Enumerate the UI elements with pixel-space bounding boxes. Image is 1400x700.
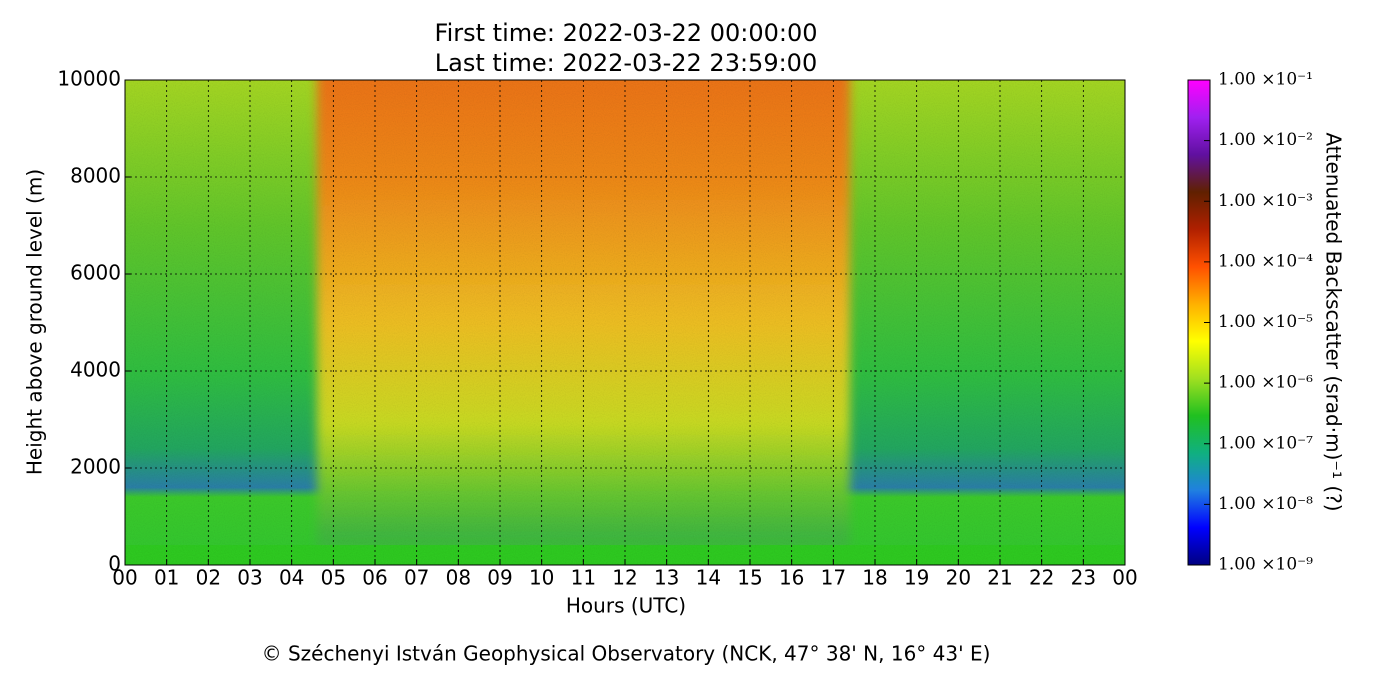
- x-axis-label: Hours (UTC): [566, 594, 686, 618]
- y-tick-label: 10000: [57, 67, 121, 91]
- x-tick-label: 13: [654, 566, 679, 590]
- colorbar-tick-label: 1.00 ×10⁻⁹: [1218, 555, 1313, 575]
- y-tick-label: 4000: [70, 358, 121, 382]
- x-tick-label: 00: [112, 566, 137, 590]
- footer: © Széchenyi István Geophysical Observato…: [262, 642, 991, 666]
- colorbar-tick-label: 1.00 ×10⁻⁸: [1218, 494, 1313, 514]
- x-tick-label: 17: [821, 566, 846, 590]
- y-tick-label: 0: [108, 552, 121, 576]
- plot-frame: [124, 79, 1126, 566]
- x-tick-label: 06: [362, 566, 387, 590]
- colorbar-tick-label: 1.00 ×10⁻⁷: [1218, 433, 1313, 453]
- x-tick-label: 03: [237, 566, 262, 590]
- x-tick-label: 19: [904, 566, 929, 590]
- x-tick-label: 16: [779, 566, 804, 590]
- x-tick-label: 08: [446, 566, 471, 590]
- x-tick-label: 10: [529, 566, 554, 590]
- chart-subtitle: Last time: 2022-03-22 23:59:00: [435, 49, 817, 77]
- colorbar-tick-label: 1.00 ×10⁻⁶: [1218, 373, 1313, 393]
- x-tick-label: 07: [404, 566, 429, 590]
- x-tick-label: 14: [696, 566, 721, 590]
- colorbar-ticks: 1.00 ×10⁻⁹ 1.00 ×10⁻⁸ 1.00 ×10⁻⁷ 1.00 ×10⁻⁶…: [1204, 70, 1313, 575]
- colorbar-tick-label: 1.00 ×10⁻⁴: [1218, 251, 1313, 271]
- x-tick-label: 12: [612, 566, 637, 590]
- x-tick-label: 04: [279, 566, 304, 590]
- x-tick-label: 22: [1029, 566, 1054, 590]
- y-axis-label: Height above ground level (m): [23, 169, 47, 475]
- colorbar-label: Attenuated Backscatter (srad·m)⁻¹ (?): [1322, 132, 1346, 511]
- x-tick-label: 15: [737, 566, 762, 590]
- x-tick-label: 01: [154, 566, 179, 590]
- x-tick-label: 23: [1071, 566, 1096, 590]
- x-tick-label: 18: [862, 566, 887, 590]
- grid: [124, 79, 1126, 566]
- y-tick-label: 8000: [70, 164, 121, 188]
- x-tick-label: 09: [487, 566, 512, 590]
- colorbar-tick-label: 1.00 ×10⁻⁵: [1218, 312, 1313, 332]
- colorbar-tick-label: 1.00 ×10⁻¹: [1218, 70, 1313, 90]
- x-tick-label: 00: [1112, 566, 1137, 590]
- y-tick-label: 6000: [70, 261, 121, 285]
- y-tick-label: 2000: [70, 455, 121, 479]
- x-tick-label: 21: [987, 566, 1012, 590]
- colorbar-tick-label: 1.00 ×10⁻²: [1218, 130, 1313, 150]
- colorbar-tick-label: 1.00 ×10⁻³: [1218, 191, 1313, 211]
- x-tick-label: 05: [321, 566, 346, 590]
- x-tick-label: 11: [571, 566, 596, 590]
- chart-title: First time: 2022-03-22 00:00:00: [435, 19, 818, 47]
- x-tick-label: 02: [196, 566, 221, 590]
- x-tick-label: 20: [946, 566, 971, 590]
